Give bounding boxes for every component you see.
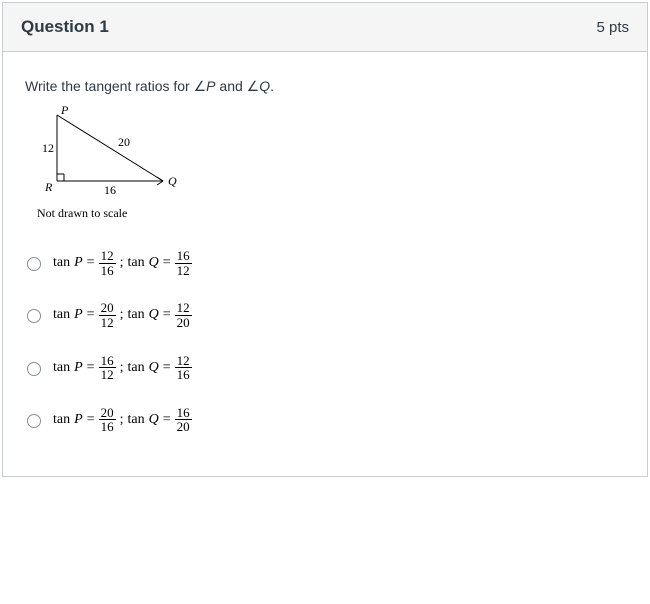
choice-expression: tan P = 2016; tan Q = 1620 xyxy=(53,406,192,434)
answer-choice[interactable]: tan P = 2016; tan Q = 1620 xyxy=(27,406,625,434)
angle-icon: ∠ xyxy=(194,78,207,94)
question-points: 5 pts xyxy=(596,19,629,36)
choice-expression: tan P = 1216; tan Q = 1612 xyxy=(53,249,192,277)
svg-text:20: 20 xyxy=(118,135,130,149)
question-card: Question 1 5 pts Write the tangent ratio… xyxy=(2,2,648,477)
answer-choice[interactable]: tan P = 1612; tan Q = 1216 xyxy=(27,354,625,382)
svg-text:R: R xyxy=(44,180,53,194)
triangle-svg: P R Q 12 16 20 xyxy=(35,105,185,197)
triangle-diagram: P R Q 12 16 20 xyxy=(35,105,625,200)
question-prompt: Write the tangent ratios for ∠P and ∠Q. xyxy=(25,78,625,95)
angle-icon: ∠ xyxy=(247,78,260,94)
answer-choices: tan P = 1216; tan Q = 1612 tan P = 2012; … xyxy=(25,249,625,434)
not-drawn-to-scale: Not drawn to scale xyxy=(37,206,625,221)
prompt-mid: and xyxy=(216,78,247,94)
radio-icon[interactable] xyxy=(27,309,41,323)
svg-text:12: 12 xyxy=(42,141,54,155)
radio-icon[interactable] xyxy=(27,362,41,376)
question-header: Question 1 5 pts xyxy=(3,3,647,52)
question-body: Write the tangent ratios for ∠P and ∠Q. … xyxy=(3,52,647,476)
radio-icon[interactable] xyxy=(27,414,41,428)
svg-text:P: P xyxy=(60,105,69,117)
question-title: Question 1 xyxy=(21,17,109,37)
svg-text:Q: Q xyxy=(168,174,177,188)
choice-expression: tan P = 2012; tan Q = 1220 xyxy=(53,301,192,329)
prompt-angle-q: Q xyxy=(259,78,270,94)
prompt-lead: Write the tangent ratios for xyxy=(25,78,194,94)
answer-choice[interactable]: tan P = 1216; tan Q = 1612 xyxy=(27,249,625,277)
svg-text:16: 16 xyxy=(104,183,116,197)
prompt-angle-p: P xyxy=(206,78,215,94)
prompt-tail: . xyxy=(270,78,274,94)
choice-expression: tan P = 1612; tan Q = 1216 xyxy=(53,354,192,382)
answer-choice[interactable]: tan P = 2012; tan Q = 1220 xyxy=(27,301,625,329)
radio-icon[interactable] xyxy=(27,257,41,271)
